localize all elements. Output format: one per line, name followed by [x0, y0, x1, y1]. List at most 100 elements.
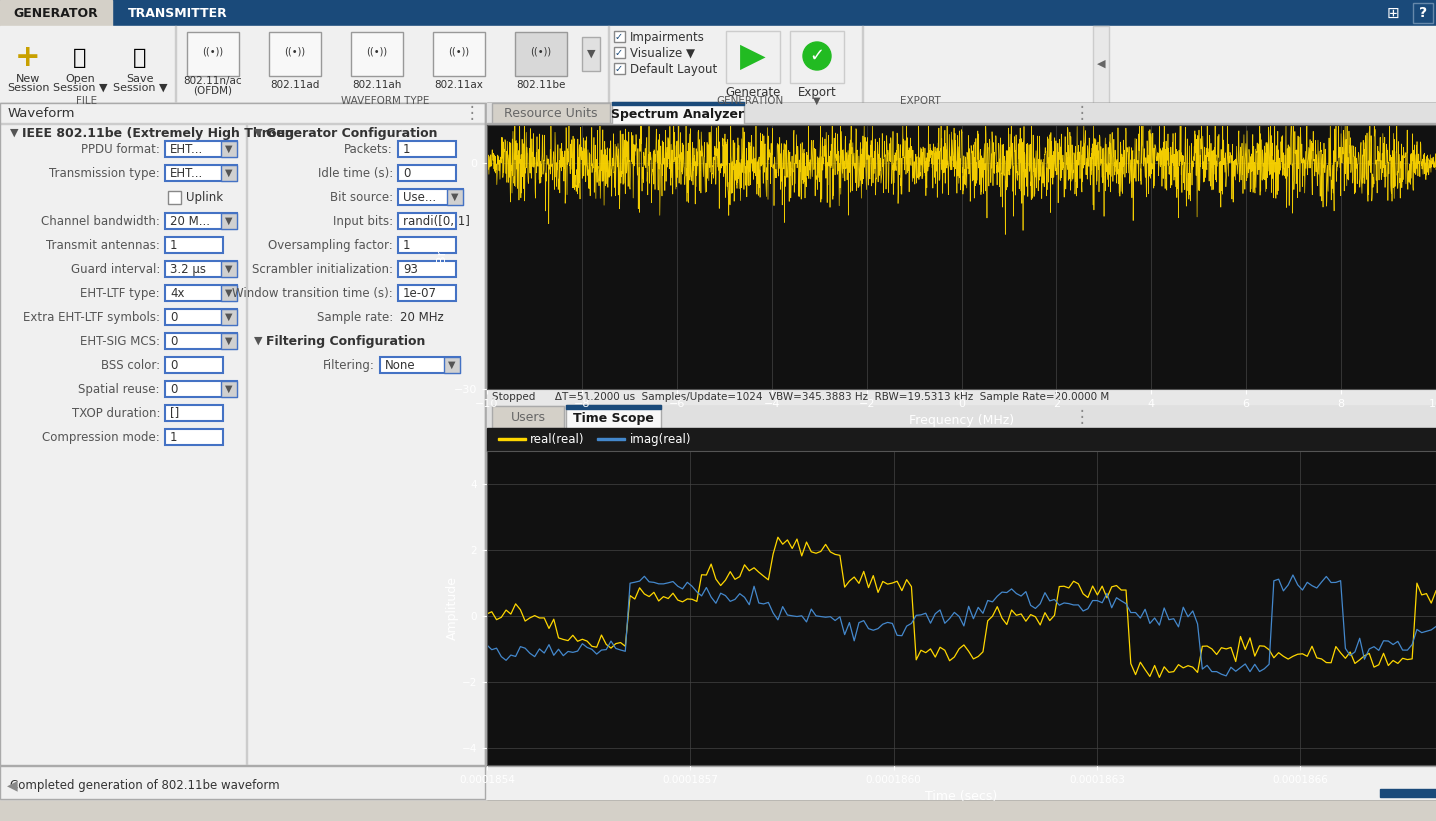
Text: 1: 1	[404, 143, 411, 155]
Bar	[165, 261, 237, 277]
Text: Save: Save	[126, 74, 154, 84]
Text: PPDU format:: PPDU format:	[80, 143, 159, 155]
Text: Filtering:: Filtering:	[323, 359, 375, 371]
Text: 802.11ax: 802.11ax	[435, 80, 484, 90]
Text: ⊞: ⊞	[1387, 6, 1399, 21]
Text: Channel bandwidth:: Channel bandwidth:	[42, 214, 159, 227]
Text: ▼: ▼	[225, 216, 233, 226]
Text: New: New	[16, 74, 40, 84]
Text: ▼: ▼	[254, 336, 263, 346]
Text: Resource Units: Resource Units	[504, 107, 597, 120]
Bar	[165, 357, 223, 373]
Text: 0: 0	[169, 383, 178, 396]
Text: 802.11n/ac: 802.11n/ac	[184, 76, 243, 86]
Text: ▼: ▼	[225, 312, 233, 322]
Text: ✓: ✓	[615, 32, 623, 42]
Text: ⋮: ⋮	[464, 104, 480, 122]
Text: 20 M...: 20 M...	[169, 214, 210, 227]
Bar	[165, 141, 237, 157]
Bar	[444, 357, 460, 373]
Text: +: +	[16, 43, 40, 71]
Text: Uplink: Uplink	[187, 190, 223, 204]
Bar	[597, 438, 625, 440]
Text: Impairments: Impairments	[630, 30, 705, 44]
Bar	[615, 47, 625, 58]
Text: 93: 93	[404, 263, 418, 276]
Bar	[487, 406, 1436, 428]
Text: FILE: FILE	[76, 96, 98, 106]
Text: ▼: ▼	[254, 128, 263, 138]
Text: Oversampling factor:: Oversampling factor:	[269, 238, 393, 251]
Bar	[398, 165, 457, 181]
Text: ((•)): ((•))	[284, 46, 306, 56]
Text: GENERATION: GENERATION	[717, 96, 784, 106]
Bar	[790, 31, 844, 83]
Text: WAVEFORM TYPE: WAVEFORM TYPE	[340, 96, 429, 106]
Text: 20 MHz: 20 MHz	[401, 310, 444, 323]
Text: Extra EHT-LTF symbols:: Extra EHT-LTF symbols:	[23, 310, 159, 323]
Bar	[221, 309, 237, 325]
Text: Spatial reuse:: Spatial reuse:	[79, 383, 159, 396]
Text: Visualize ▼: Visualize ▼	[630, 47, 695, 59]
Text: ((•)): ((•))	[530, 46, 551, 56]
Text: 1: 1	[169, 238, 178, 251]
Text: 0: 0	[169, 310, 178, 323]
Text: EHT-LTF type:: EHT-LTF type:	[80, 287, 159, 300]
Bar	[1093, 26, 1109, 103]
Text: Idle time (s):: Idle time (s):	[317, 167, 393, 180]
Bar	[221, 333, 237, 349]
Bar	[485, 103, 487, 799]
Text: imag(real): imag(real)	[630, 433, 692, 446]
Bar	[398, 285, 457, 301]
Bar	[0, 798, 1436, 799]
Text: Default Layout: Default Layout	[630, 62, 717, 76]
Bar	[221, 261, 237, 277]
Bar	[165, 333, 237, 349]
Bar	[447, 189, 462, 205]
Bar	[165, 285, 237, 301]
Bar	[615, 31, 625, 42]
Text: ((•)): ((•))	[448, 46, 470, 56]
Text: Input bits:: Input bits:	[333, 214, 393, 227]
Bar	[165, 165, 237, 181]
Text: Bit source:: Bit source:	[330, 190, 393, 204]
Bar	[165, 381, 237, 397]
Text: TXOP duration:: TXOP duration:	[72, 406, 159, 420]
Bar	[487, 406, 1436, 407]
Bar	[398, 261, 457, 277]
Text: Generate: Generate	[725, 85, 781, 99]
Bar	[168, 191, 181, 204]
Text: TRANSMITTER: TRANSMITTER	[128, 7, 228, 20]
Text: Transmission type:: Transmission type:	[49, 167, 159, 180]
Bar	[165, 237, 223, 253]
Bar	[269, 32, 322, 76]
Bar	[398, 237, 457, 253]
Text: 0: 0	[404, 167, 411, 180]
Bar	[221, 381, 237, 397]
Text: ▼: ▼	[225, 168, 233, 178]
Text: ((•)): ((•))	[202, 46, 224, 56]
Bar	[487, 103, 1436, 799]
Bar	[0, 103, 485, 123]
Bar	[615, 63, 625, 74]
Text: ◀: ◀	[7, 778, 17, 792]
Bar	[582, 37, 600, 71]
Bar	[0, 103, 485, 799]
Bar	[493, 103, 610, 123]
Bar	[1376, 0, 1436, 26]
Bar	[516, 32, 567, 76]
Text: Use...: Use...	[404, 190, 437, 204]
Text: Session: Session	[7, 83, 49, 93]
Bar	[0, 765, 1436, 766]
Text: Stopped      ΔT=51.2000 us  Samples/Update=1024  VBW=345.3883 Hz  RBW=19.5313 kH: Stopped ΔT=51.2000 us Samples/Update=102…	[493, 392, 1109, 402]
Bar	[221, 141, 237, 157]
Text: ⋮: ⋮	[1074, 104, 1090, 122]
Text: ▼: ▼	[10, 128, 19, 138]
Bar	[487, 387, 1436, 388]
Text: 1e-07: 1e-07	[404, 287, 437, 300]
Bar	[398, 213, 457, 229]
Text: 3.2 μs: 3.2 μs	[169, 263, 205, 276]
X-axis label: Time (secs): Time (secs)	[925, 791, 998, 803]
Text: Generator Configuration: Generator Configuration	[266, 126, 438, 140]
Text: Filtering Configuration: Filtering Configuration	[266, 334, 425, 347]
